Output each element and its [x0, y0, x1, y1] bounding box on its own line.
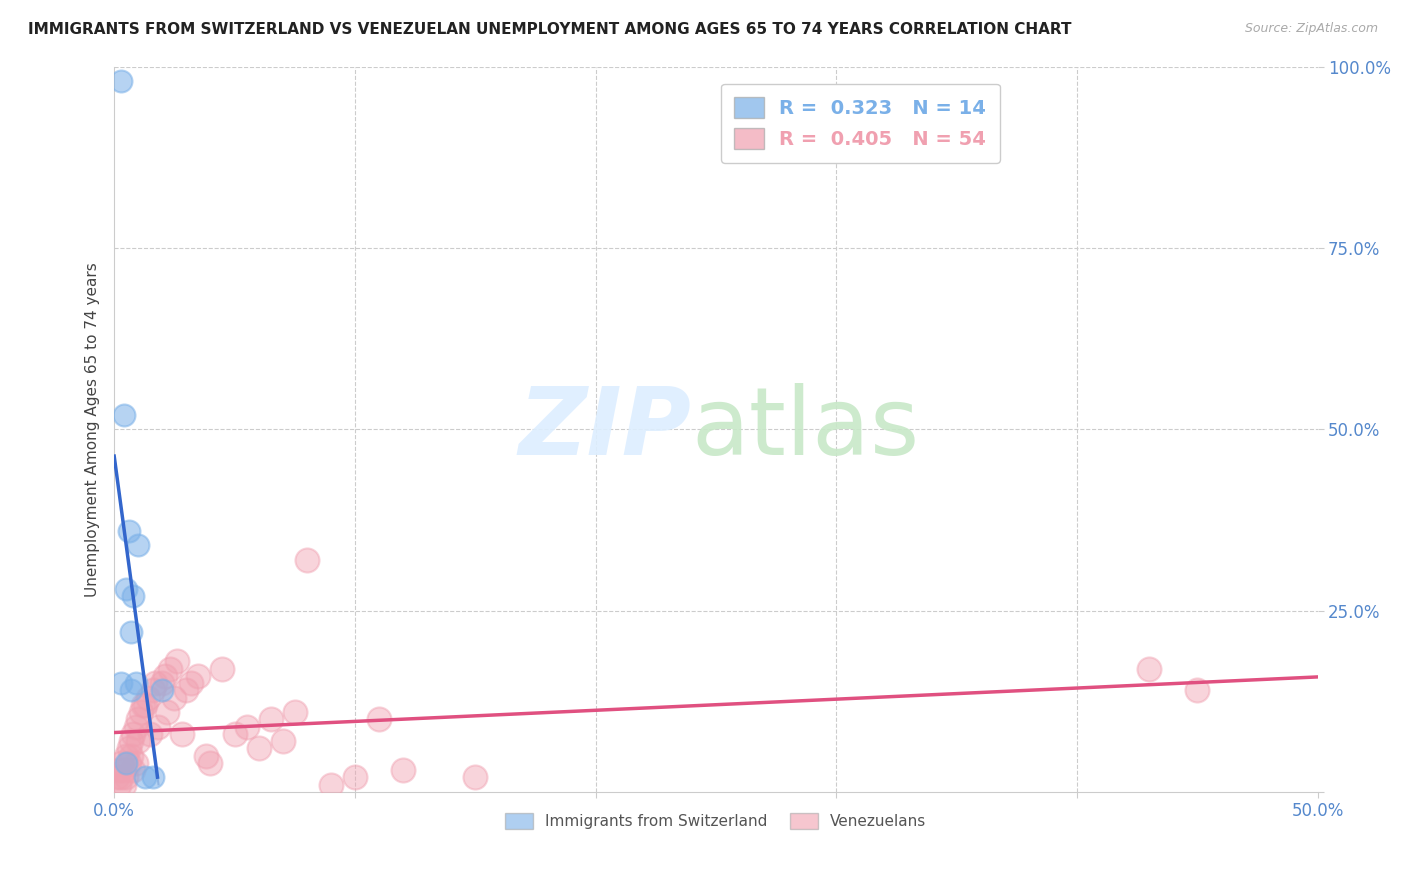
Point — [464, 771, 486, 785]
Point — [284, 705, 307, 719]
Point — [343, 771, 366, 785]
Point — [224, 727, 246, 741]
Point — [150, 676, 173, 690]
Point — [194, 748, 217, 763]
Point — [120, 748, 142, 763]
Point — [368, 713, 391, 727]
Point — [112, 763, 135, 777]
Point — [142, 683, 165, 698]
Text: atlas: atlas — [692, 384, 920, 475]
Point — [134, 771, 156, 785]
Point — [122, 763, 145, 777]
Point — [235, 720, 257, 734]
Point — [132, 698, 155, 712]
Point — [108, 778, 131, 792]
Point — [115, 748, 138, 763]
Point — [211, 662, 233, 676]
Text: Source: ZipAtlas.com: Source: ZipAtlas.com — [1244, 22, 1378, 36]
Point — [127, 734, 149, 748]
Point — [200, 756, 222, 770]
Point — [1187, 683, 1209, 698]
Point — [117, 741, 139, 756]
Point — [110, 74, 132, 88]
Point — [392, 763, 415, 777]
Point — [166, 654, 188, 668]
Point — [136, 690, 159, 705]
Point — [153, 669, 176, 683]
Point — [139, 727, 162, 741]
Point — [125, 676, 148, 690]
Point — [112, 408, 135, 422]
Point — [143, 676, 166, 690]
Point — [163, 690, 186, 705]
Point — [176, 683, 198, 698]
Point — [115, 582, 138, 596]
Point — [159, 662, 181, 676]
Point — [319, 778, 342, 792]
Point — [110, 676, 132, 690]
Point — [271, 734, 294, 748]
Point — [108, 763, 131, 777]
Point — [142, 771, 165, 785]
Point — [129, 705, 152, 719]
Point — [122, 727, 145, 741]
Point — [150, 683, 173, 698]
Y-axis label: Unemployment Among Ages 65 to 74 years: Unemployment Among Ages 65 to 74 years — [86, 262, 100, 597]
Point — [122, 589, 145, 603]
Point — [187, 669, 209, 683]
Point — [115, 756, 138, 770]
Point — [134, 698, 156, 712]
Point — [110, 771, 132, 785]
Point — [125, 720, 148, 734]
Point — [170, 727, 193, 741]
Point — [105, 771, 128, 785]
Legend: Immigrants from Switzerland, Venezuelans: Immigrants from Switzerland, Venezuelans — [499, 807, 932, 835]
Point — [120, 625, 142, 640]
Point — [180, 676, 202, 690]
Text: ZIP: ZIP — [519, 384, 692, 475]
Point — [125, 756, 148, 770]
Point — [112, 778, 135, 792]
Text: IMMIGRANTS FROM SWITZERLAND VS VENEZUELAN UNEMPLOYMENT AMONG AGES 65 TO 74 YEARS: IMMIGRANTS FROM SWITZERLAND VS VENEZUELA… — [28, 22, 1071, 37]
Point — [120, 683, 142, 698]
Point — [127, 538, 149, 552]
Point — [247, 741, 270, 756]
Point — [1137, 662, 1160, 676]
Point — [156, 705, 179, 719]
Point — [127, 713, 149, 727]
Point — [117, 524, 139, 538]
Point — [117, 756, 139, 770]
Point — [259, 713, 281, 727]
Point — [146, 720, 169, 734]
Point — [110, 756, 132, 770]
Point — [120, 734, 142, 748]
Point — [115, 771, 138, 785]
Point — [295, 553, 318, 567]
